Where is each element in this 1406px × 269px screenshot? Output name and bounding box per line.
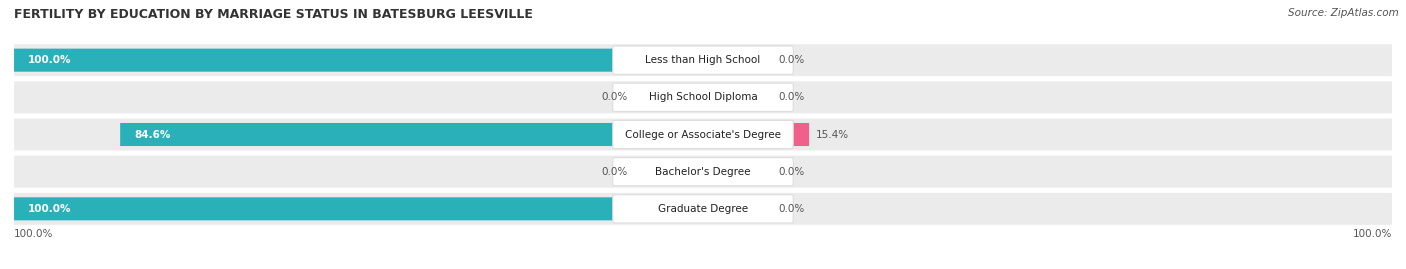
FancyBboxPatch shape [14,49,703,72]
Text: 0.0%: 0.0% [779,204,806,214]
FancyBboxPatch shape [14,44,1392,76]
FancyBboxPatch shape [703,86,772,109]
Text: 100.0%: 100.0% [28,55,72,65]
Text: 0.0%: 0.0% [779,55,806,65]
Text: Source: ZipAtlas.com: Source: ZipAtlas.com [1288,8,1399,18]
Text: 15.4%: 15.4% [815,129,849,140]
FancyBboxPatch shape [613,120,793,149]
FancyBboxPatch shape [613,46,793,74]
Text: Graduate Degree: Graduate Degree [658,204,748,214]
Text: 100.0%: 100.0% [14,229,53,239]
FancyBboxPatch shape [14,156,1392,188]
Text: Less than High School: Less than High School [645,55,761,65]
FancyBboxPatch shape [14,197,703,220]
FancyBboxPatch shape [703,160,772,183]
FancyBboxPatch shape [14,119,1392,150]
Text: High School Diploma: High School Diploma [648,92,758,102]
FancyBboxPatch shape [613,195,793,223]
FancyBboxPatch shape [703,123,808,146]
Text: 100.0%: 100.0% [1353,229,1392,239]
FancyBboxPatch shape [634,160,703,183]
Text: 0.0%: 0.0% [600,167,627,177]
Text: 0.0%: 0.0% [779,167,806,177]
FancyBboxPatch shape [703,197,772,220]
Text: 0.0%: 0.0% [779,92,806,102]
FancyBboxPatch shape [14,81,1392,113]
FancyBboxPatch shape [120,123,703,146]
Text: College or Associate's Degree: College or Associate's Degree [626,129,780,140]
FancyBboxPatch shape [703,49,772,72]
Text: 84.6%: 84.6% [134,129,170,140]
Text: 0.0%: 0.0% [600,92,627,102]
Text: FERTILITY BY EDUCATION BY MARRIAGE STATUS IN BATESBURG LEESVILLE: FERTILITY BY EDUCATION BY MARRIAGE STATU… [14,8,533,21]
Text: 100.0%: 100.0% [28,204,72,214]
FancyBboxPatch shape [613,83,793,111]
Text: Bachelor's Degree: Bachelor's Degree [655,167,751,177]
FancyBboxPatch shape [14,193,1392,225]
FancyBboxPatch shape [613,158,793,186]
FancyBboxPatch shape [634,86,703,109]
